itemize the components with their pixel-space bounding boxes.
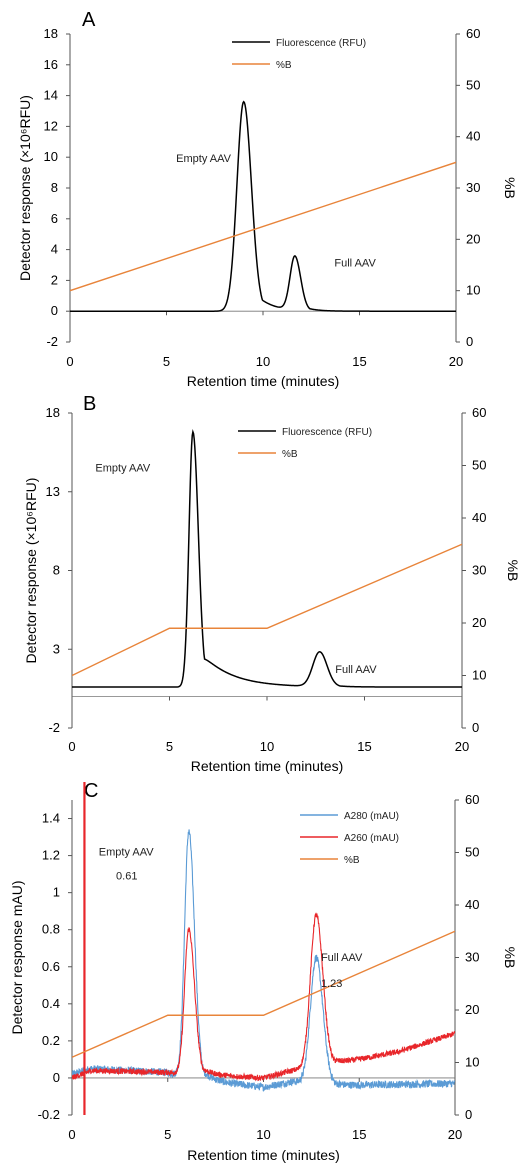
legend-label: %B (344, 855, 360, 866)
y2-tick-label: 30 (466, 180, 480, 195)
y2-tick-label: 60 (466, 26, 480, 41)
y2-tick-label: 0 (466, 334, 473, 349)
x-tick-label: 20 (449, 354, 463, 369)
x-tick-label: 10 (256, 1127, 270, 1142)
legend-label: %B (282, 449, 298, 460)
y2-tick-label: 40 (466, 129, 480, 144)
series-a280-line (72, 829, 455, 1092)
y2-tick-label: 30 (472, 563, 486, 578)
x-tick-label: 20 (448, 1127, 462, 1142)
y2-tick-label: 20 (472, 615, 486, 630)
panel-letter: C (84, 780, 98, 802)
series-fluorescence-line (70, 100, 456, 312)
y-tick-label: -0.2 (38, 1107, 60, 1122)
peak-annotation: Empty AAV (99, 847, 154, 859)
y-tick-label: 12 (44, 118, 58, 133)
y2-tick-label: 30 (465, 950, 479, 965)
y-axis-title: Detector response (×10⁶RFU) (23, 478, 39, 664)
y2-tick-label: 10 (466, 283, 480, 298)
y-tick-label: 6 (51, 211, 58, 226)
x-tick-label: 20 (455, 739, 469, 754)
x-tick-label: 15 (352, 1127, 366, 1142)
legend-label: %B (276, 60, 292, 71)
y2-tick-label: 20 (465, 1002, 479, 1017)
y-tick-label: -2 (46, 334, 58, 349)
y2-axis-title: %B (502, 177, 518, 199)
y-tick-label: 8 (51, 180, 58, 195)
y-tick-label: 14 (44, 88, 58, 103)
y2-tick-label: 10 (465, 1055, 479, 1070)
series-percent-b-line (72, 930, 455, 1058)
y-tick-label: 0.8 (42, 922, 60, 937)
x-axis-title: Retention time (minutes) (191, 758, 344, 774)
panel-c: C -0.2 0 0.2 0.4 0.6 0.8 1 1.2 1.4 0 10 20 30 40 50 60 0 5… (9, 780, 518, 1163)
x-tick-label: 15 (357, 739, 371, 754)
y2-axis-title: %B (505, 560, 520, 582)
y2-tick-label: 0 (472, 720, 479, 735)
y-tick-label: 0.4 (42, 996, 60, 1011)
y-tick-label: 1.2 (42, 848, 60, 863)
y-tick-label: 8 (53, 563, 60, 578)
y-tick-label: 10 (44, 149, 58, 164)
y2-tick-label: 10 (472, 668, 486, 683)
peak-annotation: 1.23 (321, 978, 342, 990)
y-tick-label: 0 (53, 1070, 60, 1085)
x-axis-title: Retention time (minutes) (187, 1147, 340, 1163)
y-tick-label: 1 (53, 885, 60, 900)
y-axis-title: Detector response (×10⁶RFU) (17, 95, 33, 281)
y2-tick-label: 50 (472, 458, 486, 473)
x-tick-label: 0 (66, 354, 73, 369)
y-tick-label: 0.2 (42, 1033, 60, 1048)
y2-axis-title: %B (502, 947, 518, 969)
y-tick-label: 13 (46, 484, 60, 499)
legend-label: A280 (mAU) (344, 811, 399, 822)
panel-letter: B (83, 393, 96, 415)
x-axis-title: Retention time (minutes) (187, 373, 340, 389)
y2-tick-label: 50 (465, 845, 479, 860)
series-fluorescence-line (72, 429, 462, 688)
legend-label: A260 (mAU) (344, 833, 399, 844)
x-tick-label: 5 (163, 354, 170, 369)
y2-tick-label: 60 (472, 405, 486, 420)
y-tick-label: 2 (51, 272, 58, 287)
y-tick-label: 18 (44, 26, 58, 41)
x-tick-label: 15 (352, 354, 366, 369)
x-tick-label: 0 (68, 739, 75, 754)
peak-annotation: Full AAV (321, 952, 363, 964)
y2-tick-label: 40 (465, 897, 479, 912)
y2-tick-label: 60 (465, 792, 479, 807)
series-percent-b-line (70, 161, 456, 292)
y2-tick-label: 40 (472, 510, 486, 525)
y-tick-label: 18 (46, 405, 60, 420)
legend-label: Fluorescence (RFU) (282, 427, 372, 438)
y-tick-label: -2 (48, 720, 60, 735)
peak-annotation: 0.61 (116, 871, 137, 883)
x-tick-label: 5 (164, 1127, 171, 1142)
series-a260-line (72, 912, 455, 1082)
y-tick-label: 1.4 (42, 811, 60, 826)
panel-a: A -2 0 2 4 6 8 10 12 14 16 18 0 10 20 30 40 50 60 0 5 10 15 20 R… (17, 9, 518, 389)
y2-tick-label: 20 (466, 231, 480, 246)
peak-annotation: Empty AAV (95, 462, 150, 474)
x-tick-label: 0 (68, 1127, 75, 1142)
y-axis-title: Detector response mAU) (9, 880, 25, 1034)
panel-b: B -2 3 8 13 18 0 10 20 30 40 50 60 0 5 10 15 20 Retention … (23, 393, 520, 774)
y2-tick-label: 50 (466, 77, 480, 92)
peak-annotation: Empty AAV (176, 153, 231, 165)
panel-letter: A (82, 9, 96, 31)
peak-annotation: Full AAV (334, 258, 376, 270)
y-tick-label: 16 (44, 57, 58, 72)
y-tick-label: 4 (51, 242, 58, 257)
y-tick-label: 3 (53, 641, 60, 656)
legend-label: Fluorescence (RFU) (276, 38, 366, 49)
x-tick-label: 5 (166, 739, 173, 754)
x-tick-label: 10 (256, 354, 270, 369)
x-tick-label: 10 (260, 739, 274, 754)
y2-tick-label: 0 (465, 1107, 472, 1122)
peak-annotation: Full AAV (335, 664, 377, 676)
y-tick-label: 0.6 (42, 959, 60, 974)
y-tick-label: 0 (51, 303, 58, 318)
series-percent-b-line (72, 543, 462, 677)
